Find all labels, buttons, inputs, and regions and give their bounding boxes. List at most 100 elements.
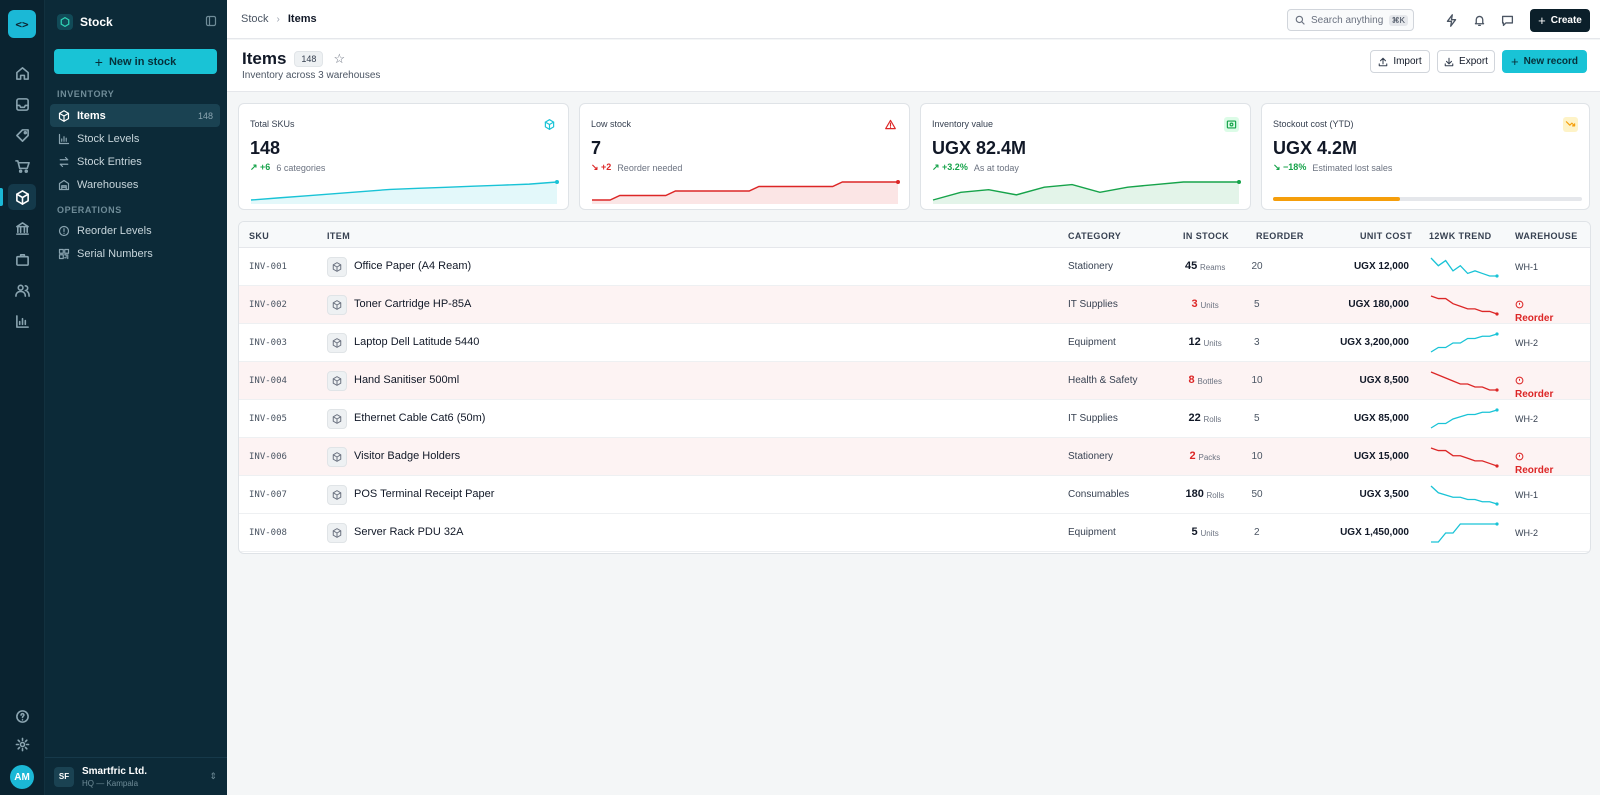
breadcrumb-stock[interactable]: Stock <box>241 13 269 25</box>
sidebar-item-serial-numbers[interactable]: Serial Numbers <box>50 242 220 265</box>
org-name: Smartfric Ltd. <box>82 765 148 777</box>
item-name[interactable]: Laptop Dell Latitude 5440 <box>354 336 480 348</box>
table-row[interactable]: INV-007 POS Terminal Receipt Paper Consuma… <box>239 476 1590 514</box>
kpi-value: UGX 4.2M <box>1273 138 1358 158</box>
search-input[interactable]: Search anything ⌘K <box>1287 9 1414 31</box>
item-name[interactable]: POS Terminal Receipt Paper <box>354 488 495 500</box>
reorder-alert[interactable]: Reorder <box>1515 376 1553 400</box>
table-row[interactable]: INV-002 Toner Cartridge HP-85A IT Supplies… <box>239 286 1590 324</box>
briefcase-icon[interactable] <box>8 246 36 272</box>
app-logo-icon[interactable]: <> <box>8 10 36 38</box>
new-in-stock-button[interactable]: + New in stock <box>54 49 217 74</box>
col-category[interactable]: CATEGORY <box>1068 231 1122 241</box>
item-box-icon <box>327 523 347 543</box>
in-stock-qty: 45 <box>1185 260 1198 272</box>
chevron-right-icon: › <box>276 13 280 25</box>
import-button[interactable]: Import <box>1370 50 1430 73</box>
sidebar-item-label: Stock Levels <box>77 132 140 145</box>
section-title-operations: OPERATIONS <box>57 205 122 215</box>
chart-icon[interactable] <box>8 308 36 334</box>
sparkline-line <box>592 181 898 201</box>
in-stock-qty: 180 <box>1185 488 1204 500</box>
trend-sparkline <box>1430 332 1499 353</box>
sparkline-line <box>250 181 558 201</box>
in-stock-unit: Rolls <box>1206 491 1225 500</box>
col-trend[interactable]: 12WK TREND <box>1429 231 1492 241</box>
col-item[interactable]: ITEM <box>327 231 351 241</box>
org-switcher[interactable]: SF Smartfric Ltd. HQ — Kampala ⇕ <box>45 757 227 795</box>
trend-line <box>1430 485 1498 505</box>
table-row[interactable]: INV-001 Office Paper (A4 Ream) Stationery 4… <box>239 248 1590 286</box>
reorder-cell: 10 <box>1251 451 1263 462</box>
unit-cost-cell: UGX 8,500 <box>1359 375 1409 386</box>
box-icon <box>58 109 70 122</box>
reorder-alert[interactable]: Reorder <box>1515 300 1553 324</box>
bank-icon[interactable] <box>8 215 36 241</box>
box-icon[interactable] <box>0 184 36 210</box>
table-row[interactable]: INV-004 Hand Sanitiser 500ml Health & Safe… <box>239 362 1590 400</box>
export-button[interactable]: Export <box>1437 50 1495 73</box>
unit-cost-cell: UGX 15,000 <box>1353 451 1409 462</box>
table-row[interactable]: INV-003 Laptop Dell Latitude 5440 Equipmen… <box>239 324 1590 362</box>
col-reorder[interactable]: REORDER <box>1256 231 1304 241</box>
sidebar-item-items[interactable]: Items 148 <box>50 104 220 127</box>
table-row[interactable]: INV-006 Visitor Badge Holders Stationery 2 P… <box>239 438 1590 476</box>
table-row[interactable]: INV-005 Ethernet Cable Cat6 (50m) IT Suppl… <box>239 400 1590 438</box>
sidebar-item-warehouses[interactable]: Warehouses <box>50 173 220 196</box>
col-warehouse[interactable]: WAREHOUSE <box>1515 231 1578 241</box>
in-stock-unit: Reams <box>1200 263 1226 272</box>
sidebar-item-reorder-levels[interactable]: Reorder Levels <box>50 219 220 242</box>
trend-line <box>1430 371 1497 391</box>
in-stock-unit: Rolls <box>1203 415 1222 424</box>
sku-cell: INV-006 <box>249 452 287 462</box>
in-stock-unit: Bottles <box>1197 377 1222 386</box>
help-icon[interactable] <box>8 703 36 729</box>
tag-icon[interactable] <box>8 122 36 148</box>
org-avatar: SF <box>54 766 74 787</box>
table-row[interactable]: INV-008 Server Rack PDU 32A Equipment 5 Unit… <box>239 514 1590 552</box>
collapse-sidebar-icon[interactable] <box>205 15 217 30</box>
col-sku[interactable]: SKU <box>249 231 270 241</box>
lightning-icon[interactable] <box>1442 11 1460 29</box>
kpi-card-stockout-cost: Stockout cost (YTD) UGX 4.2M ↘ −18% Estim… <box>1261 103 1590 210</box>
category-cell: Consumables <box>1068 489 1130 500</box>
reorder-alert[interactable]: Reorder <box>1515 452 1553 476</box>
trend-down-icon <box>1563 117 1578 132</box>
kpi-card-low-stock: Low stock 7 ↘ +2 Reorder needed <box>579 103 910 210</box>
trend-sparkline <box>1430 257 1499 278</box>
item-count-badge: 148 <box>197 110 213 121</box>
item-name[interactable]: Hand Sanitiser 500ml <box>354 374 460 386</box>
users-icon[interactable] <box>8 277 36 303</box>
inbox-icon[interactable] <box>8 91 36 117</box>
sidebar-item-label: Warehouses <box>77 178 139 191</box>
item-name[interactable]: Toner Cartridge HP-85A <box>354 298 472 310</box>
warehouse-cell: WH-2 <box>1515 338 1538 348</box>
items-table: SKU ITEM CATEGORY IN STOCK REORDER UNIT … <box>238 221 1591 554</box>
reorder-cell: 10 <box>1251 375 1263 386</box>
sku-cell: INV-007 <box>249 490 287 500</box>
user-avatar[interactable]: AM <box>10 765 34 789</box>
sidebar-item-stock-levels[interactable]: Stock Levels <box>50 127 220 150</box>
in-stock-qty: 8 <box>1188 374 1195 386</box>
sidebar-item-stock-entries[interactable]: Stock Entries <box>50 150 220 173</box>
item-name[interactable]: Ethernet Cable Cat6 (50m) <box>354 412 486 424</box>
item-name[interactable]: Server Rack PDU 32A <box>354 526 464 538</box>
home-icon[interactable] <box>8 60 36 86</box>
bell-icon[interactable] <box>1470 11 1488 29</box>
chat-icon[interactable] <box>1498 11 1516 29</box>
new-record-button[interactable]: + New record <box>1502 50 1587 73</box>
cart-icon[interactable] <box>8 153 36 179</box>
create-button[interactable]: + Create <box>1530 9 1590 32</box>
category-cell: Stationery <box>1068 451 1114 462</box>
trend-endpoint <box>1495 274 1499 278</box>
item-name[interactable]: Office Paper (A4 Ream) <box>354 260 472 272</box>
star-icon[interactable]: ☆ <box>333 51 346 66</box>
sidebar-item-label: Serial Numbers <box>77 247 153 260</box>
settings-icon[interactable] <box>8 731 36 757</box>
category-cell: Equipment <box>1068 337 1116 348</box>
money-icon <box>1224 117 1239 132</box>
col-in-stock[interactable]: IN STOCK <box>1183 231 1230 241</box>
item-name[interactable]: Visitor Badge Holders <box>354 450 461 462</box>
kpi-label: Low stock <box>591 119 632 129</box>
col-unit-cost[interactable]: UNIT COST <box>1360 231 1413 241</box>
